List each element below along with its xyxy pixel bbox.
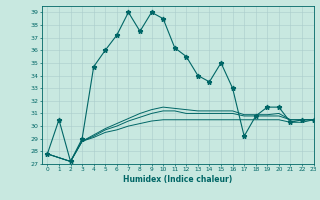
X-axis label: Humidex (Indice chaleur): Humidex (Indice chaleur) <box>123 175 232 184</box>
